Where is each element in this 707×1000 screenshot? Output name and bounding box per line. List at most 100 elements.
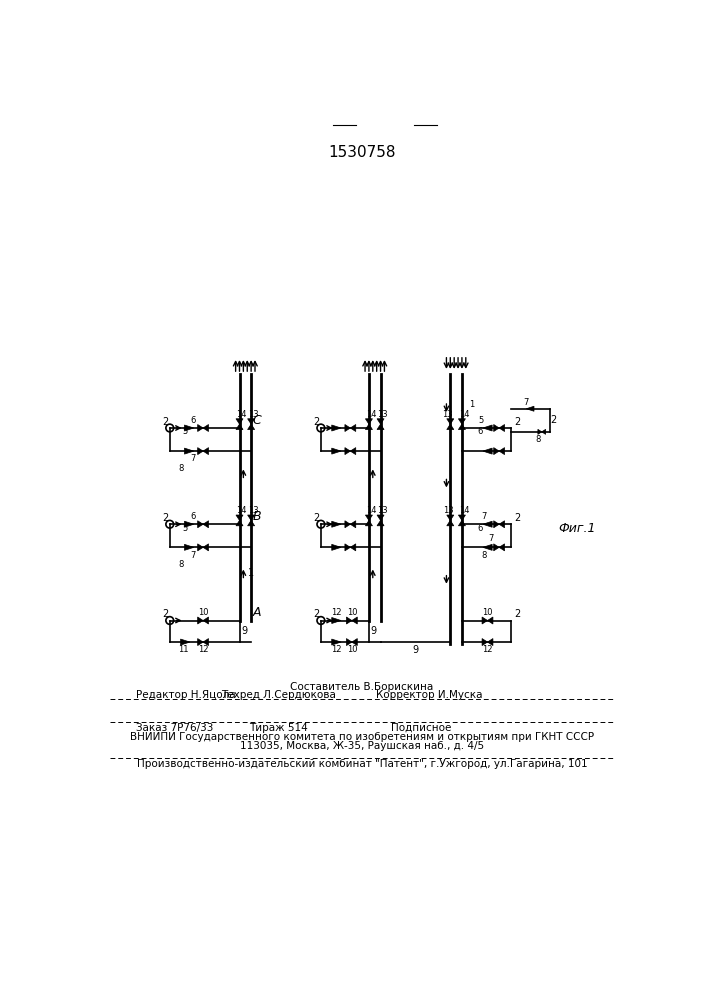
Polygon shape bbox=[482, 639, 488, 646]
Polygon shape bbox=[185, 425, 194, 431]
Polygon shape bbox=[447, 520, 454, 526]
Polygon shape bbox=[247, 419, 255, 424]
Text: 14: 14 bbox=[459, 410, 469, 419]
Polygon shape bbox=[203, 544, 209, 551]
Polygon shape bbox=[351, 448, 356, 455]
Text: 10: 10 bbox=[482, 608, 493, 617]
Polygon shape bbox=[345, 544, 351, 551]
Polygon shape bbox=[377, 424, 384, 430]
Text: Фиг.1: Фиг.1 bbox=[558, 522, 595, 535]
Polygon shape bbox=[345, 424, 351, 432]
Text: Корректор И.Муска: Корректор И.Муска bbox=[376, 690, 483, 700]
Polygon shape bbox=[526, 406, 534, 411]
Text: Редактор Н.Яцола: Редактор Н.Яцола bbox=[136, 690, 236, 700]
Text: 113035, Москва, Ж-35, Раушская наб., д. 4/5: 113035, Москва, Ж-35, Раушская наб., д. … bbox=[240, 741, 484, 751]
Polygon shape bbox=[198, 544, 203, 551]
Text: Подписное: Подписное bbox=[392, 723, 452, 733]
Polygon shape bbox=[499, 521, 505, 528]
Polygon shape bbox=[542, 429, 546, 434]
Polygon shape bbox=[458, 419, 465, 424]
Text: A: A bbox=[253, 606, 262, 619]
Polygon shape bbox=[447, 424, 454, 430]
Polygon shape bbox=[247, 424, 255, 430]
Polygon shape bbox=[483, 448, 492, 454]
Polygon shape bbox=[198, 521, 203, 528]
Polygon shape bbox=[346, 617, 352, 624]
Text: B: B bbox=[253, 510, 262, 523]
Polygon shape bbox=[377, 419, 384, 424]
Polygon shape bbox=[203, 617, 209, 624]
Polygon shape bbox=[236, 515, 243, 520]
Polygon shape bbox=[488, 617, 493, 624]
Text: 14: 14 bbox=[237, 410, 247, 419]
Polygon shape bbox=[180, 639, 190, 645]
Text: 14: 14 bbox=[366, 410, 377, 419]
Polygon shape bbox=[366, 424, 373, 430]
Text: 13: 13 bbox=[378, 410, 388, 419]
Polygon shape bbox=[538, 429, 542, 434]
Text: 2: 2 bbox=[550, 415, 556, 425]
Text: 2: 2 bbox=[514, 513, 520, 523]
Polygon shape bbox=[198, 617, 203, 624]
Polygon shape bbox=[352, 639, 357, 646]
Text: 13: 13 bbox=[443, 506, 453, 515]
Polygon shape bbox=[351, 544, 356, 551]
Polygon shape bbox=[493, 424, 499, 432]
Text: Тираж 514: Тираж 514 bbox=[249, 723, 308, 733]
Text: 8: 8 bbox=[179, 560, 184, 569]
Text: 8: 8 bbox=[481, 551, 486, 560]
Text: ВНИИПИ Государственного комитета по изобретениям и открытиям при ГКНТ СССР: ВНИИПИ Государственного комитета по изоб… bbox=[130, 732, 594, 742]
Polygon shape bbox=[203, 424, 209, 432]
Text: 14: 14 bbox=[366, 506, 377, 515]
Text: 14: 14 bbox=[237, 506, 247, 515]
Polygon shape bbox=[458, 515, 465, 520]
Polygon shape bbox=[499, 448, 505, 455]
Polygon shape bbox=[493, 544, 499, 551]
Text: Производственно-издательский комбинат "Патент", г.Ужгород, ул.Гагарина, 101: Производственно-издательский комбинат "П… bbox=[136, 759, 588, 769]
Polygon shape bbox=[377, 515, 384, 520]
Polygon shape bbox=[236, 520, 243, 526]
Text: 10: 10 bbox=[346, 608, 357, 617]
Text: 6: 6 bbox=[478, 427, 483, 436]
Text: 5: 5 bbox=[182, 427, 188, 436]
Text: 7: 7 bbox=[481, 512, 486, 521]
Polygon shape bbox=[351, 521, 356, 528]
Text: 8: 8 bbox=[179, 464, 184, 473]
Text: 1: 1 bbox=[469, 400, 474, 409]
Text: 8: 8 bbox=[535, 435, 541, 444]
Text: 5: 5 bbox=[478, 416, 483, 425]
Text: 7: 7 bbox=[524, 398, 529, 407]
Polygon shape bbox=[203, 521, 209, 528]
Polygon shape bbox=[458, 520, 465, 526]
Polygon shape bbox=[345, 521, 351, 528]
Polygon shape bbox=[332, 639, 341, 645]
Polygon shape bbox=[483, 425, 492, 431]
Text: 7: 7 bbox=[489, 534, 494, 543]
Text: 9: 9 bbox=[370, 626, 377, 636]
Text: 2: 2 bbox=[313, 417, 320, 427]
Text: 11: 11 bbox=[178, 645, 189, 654]
Text: 1: 1 bbox=[248, 568, 255, 578]
Text: 2: 2 bbox=[162, 513, 168, 523]
Text: 6: 6 bbox=[190, 512, 196, 521]
Polygon shape bbox=[198, 639, 203, 646]
Text: Составитель В.Борискина: Составитель В.Борискина bbox=[291, 682, 433, 692]
Text: 2: 2 bbox=[514, 417, 520, 427]
Text: 2: 2 bbox=[313, 513, 320, 523]
Text: 12: 12 bbox=[198, 645, 209, 654]
Polygon shape bbox=[366, 520, 373, 526]
Polygon shape bbox=[185, 521, 194, 527]
Polygon shape bbox=[483, 544, 492, 550]
Polygon shape bbox=[488, 639, 493, 646]
Polygon shape bbox=[447, 515, 454, 520]
Text: 13: 13 bbox=[442, 410, 452, 419]
Text: 13: 13 bbox=[248, 410, 259, 419]
Polygon shape bbox=[377, 520, 384, 526]
Polygon shape bbox=[352, 617, 357, 624]
Text: 2: 2 bbox=[162, 609, 168, 619]
Polygon shape bbox=[482, 617, 488, 624]
Polygon shape bbox=[345, 448, 351, 455]
Text: 13: 13 bbox=[248, 506, 259, 515]
Text: 6: 6 bbox=[190, 416, 196, 425]
Text: 5: 5 bbox=[182, 524, 188, 533]
